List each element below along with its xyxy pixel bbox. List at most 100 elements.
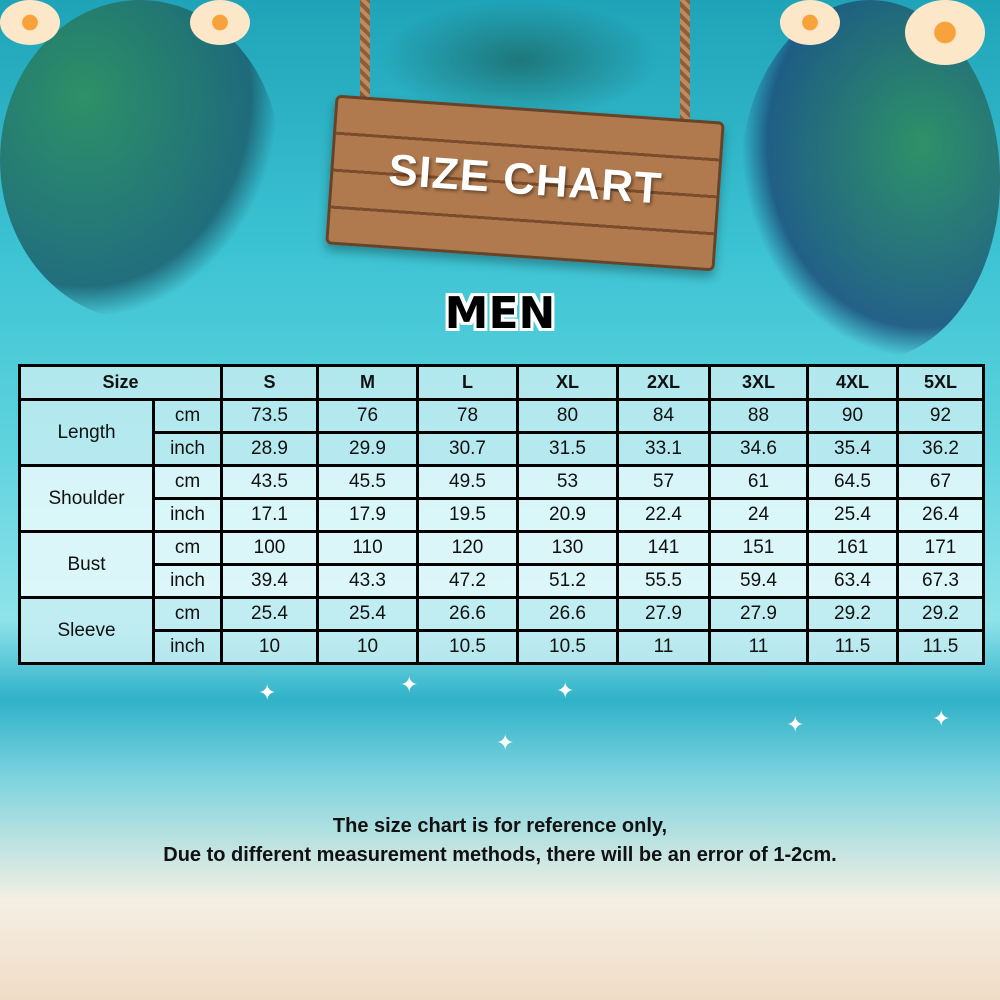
table-cell: 11.5 bbox=[806, 629, 899, 665]
size-column-header: 5XL bbox=[896, 364, 985, 401]
measure-label: Sleeve bbox=[18, 596, 155, 665]
table-cell: 47.2 bbox=[416, 563, 519, 599]
table-cell: 55.5 bbox=[616, 563, 711, 599]
measure-label: Bust bbox=[18, 530, 155, 599]
table-cell: 27.9 bbox=[708, 596, 809, 632]
unit-label: cm bbox=[152, 596, 223, 632]
table-cell: 59.4 bbox=[708, 563, 809, 599]
measure-label: Shoulder bbox=[18, 464, 155, 533]
table-cell: 30.7 bbox=[416, 431, 519, 467]
table-row: Bust cm 100 110 120 130 141 151 161 171 bbox=[18, 530, 985, 599]
table-cell: 20.9 bbox=[516, 497, 619, 533]
size-column-header: 4XL bbox=[806, 364, 899, 401]
table-cell: 43.5 bbox=[220, 464, 319, 500]
flower-icon bbox=[905, 0, 985, 65]
table-row: inch 39.4 43.3 47.2 51.2 55.5 59.4 63.4 67.3 bbox=[20, 563, 985, 599]
size-header: Size bbox=[18, 364, 223, 401]
table-cell: 19.5 bbox=[416, 497, 519, 533]
table-cell: 100 bbox=[220, 530, 319, 566]
unit-label: inch bbox=[152, 563, 223, 599]
table-cell: 151 bbox=[708, 530, 809, 566]
table-cell: 51.2 bbox=[516, 563, 619, 599]
unit-label: inch bbox=[152, 629, 223, 665]
table-cell: 10 bbox=[220, 629, 319, 665]
table-cell: 110 bbox=[316, 530, 419, 566]
sparkle-icon: ✦ bbox=[556, 678, 575, 703]
table-cell: 61 bbox=[708, 464, 809, 500]
table-cell: 171 bbox=[896, 530, 985, 566]
table-cell: 11.5 bbox=[896, 629, 985, 665]
table-cell: 11 bbox=[708, 629, 809, 665]
wooden-sign: SIZE CHART bbox=[325, 94, 725, 272]
unit-label: inch bbox=[152, 431, 223, 467]
unit-label: cm bbox=[152, 530, 223, 566]
sparkle-icon: ✦ bbox=[786, 712, 805, 737]
table-cell: 39.4 bbox=[220, 563, 319, 599]
table-cell: 53 bbox=[516, 464, 619, 500]
flower-icon bbox=[0, 0, 60, 45]
sparkle-icon: ✦ bbox=[932, 706, 951, 731]
measure-label: Length bbox=[18, 398, 155, 467]
table-cell: 84 bbox=[616, 398, 711, 434]
table-cell: 45.5 bbox=[316, 464, 419, 500]
table-row: Sleeve cm 25.4 25.4 26.6 26.6 27.9 27.9 29.2 29.2 bbox=[18, 596, 985, 665]
unit-label: inch bbox=[152, 497, 223, 533]
table-cell: 92 bbox=[896, 398, 985, 434]
table-row: Length cm 73.5 76 78 80 84 88 90 92 bbox=[18, 398, 985, 467]
size-column-header: M bbox=[316, 364, 419, 401]
table-cell: 63.4 bbox=[806, 563, 899, 599]
table-row: Shoulder cm 43.5 45.5 49.5 53 57 61 64.5 67 bbox=[18, 464, 985, 533]
table-cell: 78 bbox=[416, 398, 519, 434]
table-cell: 67.3 bbox=[896, 563, 985, 599]
table-cell: 25.4 bbox=[220, 596, 319, 632]
size-column-header: L bbox=[416, 364, 519, 401]
table-cell: 31.5 bbox=[516, 431, 619, 467]
table-cell: 22.4 bbox=[616, 497, 711, 533]
table-cell: 57 bbox=[616, 464, 711, 500]
table-cell: 26.4 bbox=[896, 497, 985, 533]
sparkle-icon: ✦ bbox=[258, 680, 277, 705]
table-cell: 27.9 bbox=[616, 596, 711, 632]
table-cell: 26.6 bbox=[516, 596, 619, 632]
table-cell: 43.3 bbox=[316, 563, 419, 599]
disclaimer: The size chart is for reference only, Du… bbox=[0, 812, 1000, 870]
table-cell: 10.5 bbox=[516, 629, 619, 665]
sparkle-icon: ✦ bbox=[496, 730, 515, 755]
table-cell: 141 bbox=[616, 530, 711, 566]
table-cell: 73.5 bbox=[220, 398, 319, 434]
palm-leaf-left bbox=[0, 0, 280, 320]
table-row: inch 10 10 10.5 10.5 11 11 11.5 11.5 bbox=[20, 629, 985, 665]
table-cell: 130 bbox=[516, 530, 619, 566]
size-column-header: S bbox=[220, 364, 319, 401]
table-cell: 76 bbox=[316, 398, 419, 434]
table-cell: 28.9 bbox=[220, 431, 319, 467]
flower-icon bbox=[780, 0, 840, 45]
table-row: inch 17.1 17.9 19.5 20.9 22.4 24 25.4 26.4 bbox=[20, 497, 985, 533]
table-cell: 17.1 bbox=[220, 497, 319, 533]
rope-left bbox=[360, 0, 370, 130]
sparkle-icon: ✦ bbox=[400, 672, 419, 697]
table-cell: 36.2 bbox=[896, 431, 985, 467]
size-column-header: 2XL bbox=[616, 364, 711, 401]
table-cell: 67 bbox=[896, 464, 985, 500]
table-cell: 49.5 bbox=[416, 464, 519, 500]
size-column-header: XL bbox=[516, 364, 619, 401]
unit-label: cm bbox=[152, 398, 223, 434]
table-cell: 11 bbox=[616, 629, 711, 665]
table-cell: 88 bbox=[708, 398, 809, 434]
table-cell: 90 bbox=[806, 398, 899, 434]
table-cell: 26.6 bbox=[416, 596, 519, 632]
disclaimer-line-2: Due to different measurement methods, th… bbox=[163, 844, 837, 866]
size-column-header: 3XL bbox=[708, 364, 809, 401]
flower-icon bbox=[190, 0, 250, 45]
table-cell: 29.2 bbox=[896, 596, 985, 632]
table-cell: 161 bbox=[806, 530, 899, 566]
table-cell: 29.2 bbox=[806, 596, 899, 632]
table-cell: 29.9 bbox=[316, 431, 419, 467]
table-cell: 33.1 bbox=[616, 431, 711, 467]
rope-right bbox=[680, 0, 690, 165]
table-cell: 35.4 bbox=[806, 431, 899, 467]
table-cell: 10.5 bbox=[416, 629, 519, 665]
table-cell: 64.5 bbox=[806, 464, 899, 500]
section-title: MEN bbox=[444, 288, 556, 339]
